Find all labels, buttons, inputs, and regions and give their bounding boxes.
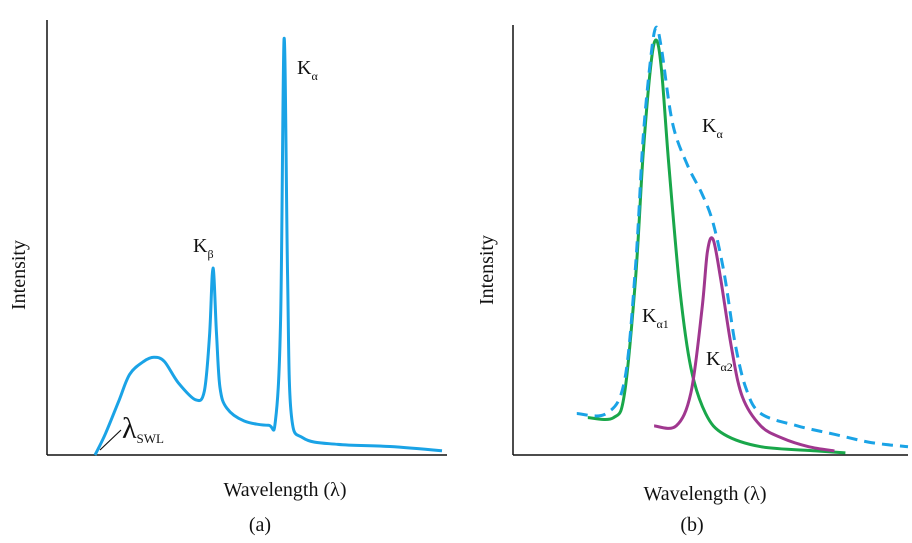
panel-b: Intensity Wavelength (λ) (b) Kα1 Kα2 Kα [476,25,909,536]
label-k-alpha2-b: Kα2 [706,348,733,374]
annotation-leader-a [99,429,122,451]
xlabel-a: Wavelength (λ) [223,479,346,501]
ylabel-b: Intensity [476,235,498,305]
annotation-k-alpha-a: Kα [297,57,318,83]
panel-a: Intensity Wavelength (λ) (a) Kα Kβ λSWL [8,20,447,536]
panel-label-b: (b) [680,514,703,536]
label-k-alpha1-b: Kα1 [642,305,669,331]
series-line-k-alpha1 [587,38,846,455]
label-k-alpha-b: Kα [702,115,723,141]
annotation-lambda-swl-a: λSWL [122,412,164,446]
xlabel-b: Wavelength (λ) [643,483,766,505]
series-line-k-alpha-dashed [576,25,909,449]
series-line-k-alpha2 [653,236,835,453]
annotation-k-beta-a: Kβ [193,235,214,261]
panel-label-a: (a) [249,514,271,536]
ylabel-a: Intensity [8,240,30,310]
series-line-a [93,36,443,456]
